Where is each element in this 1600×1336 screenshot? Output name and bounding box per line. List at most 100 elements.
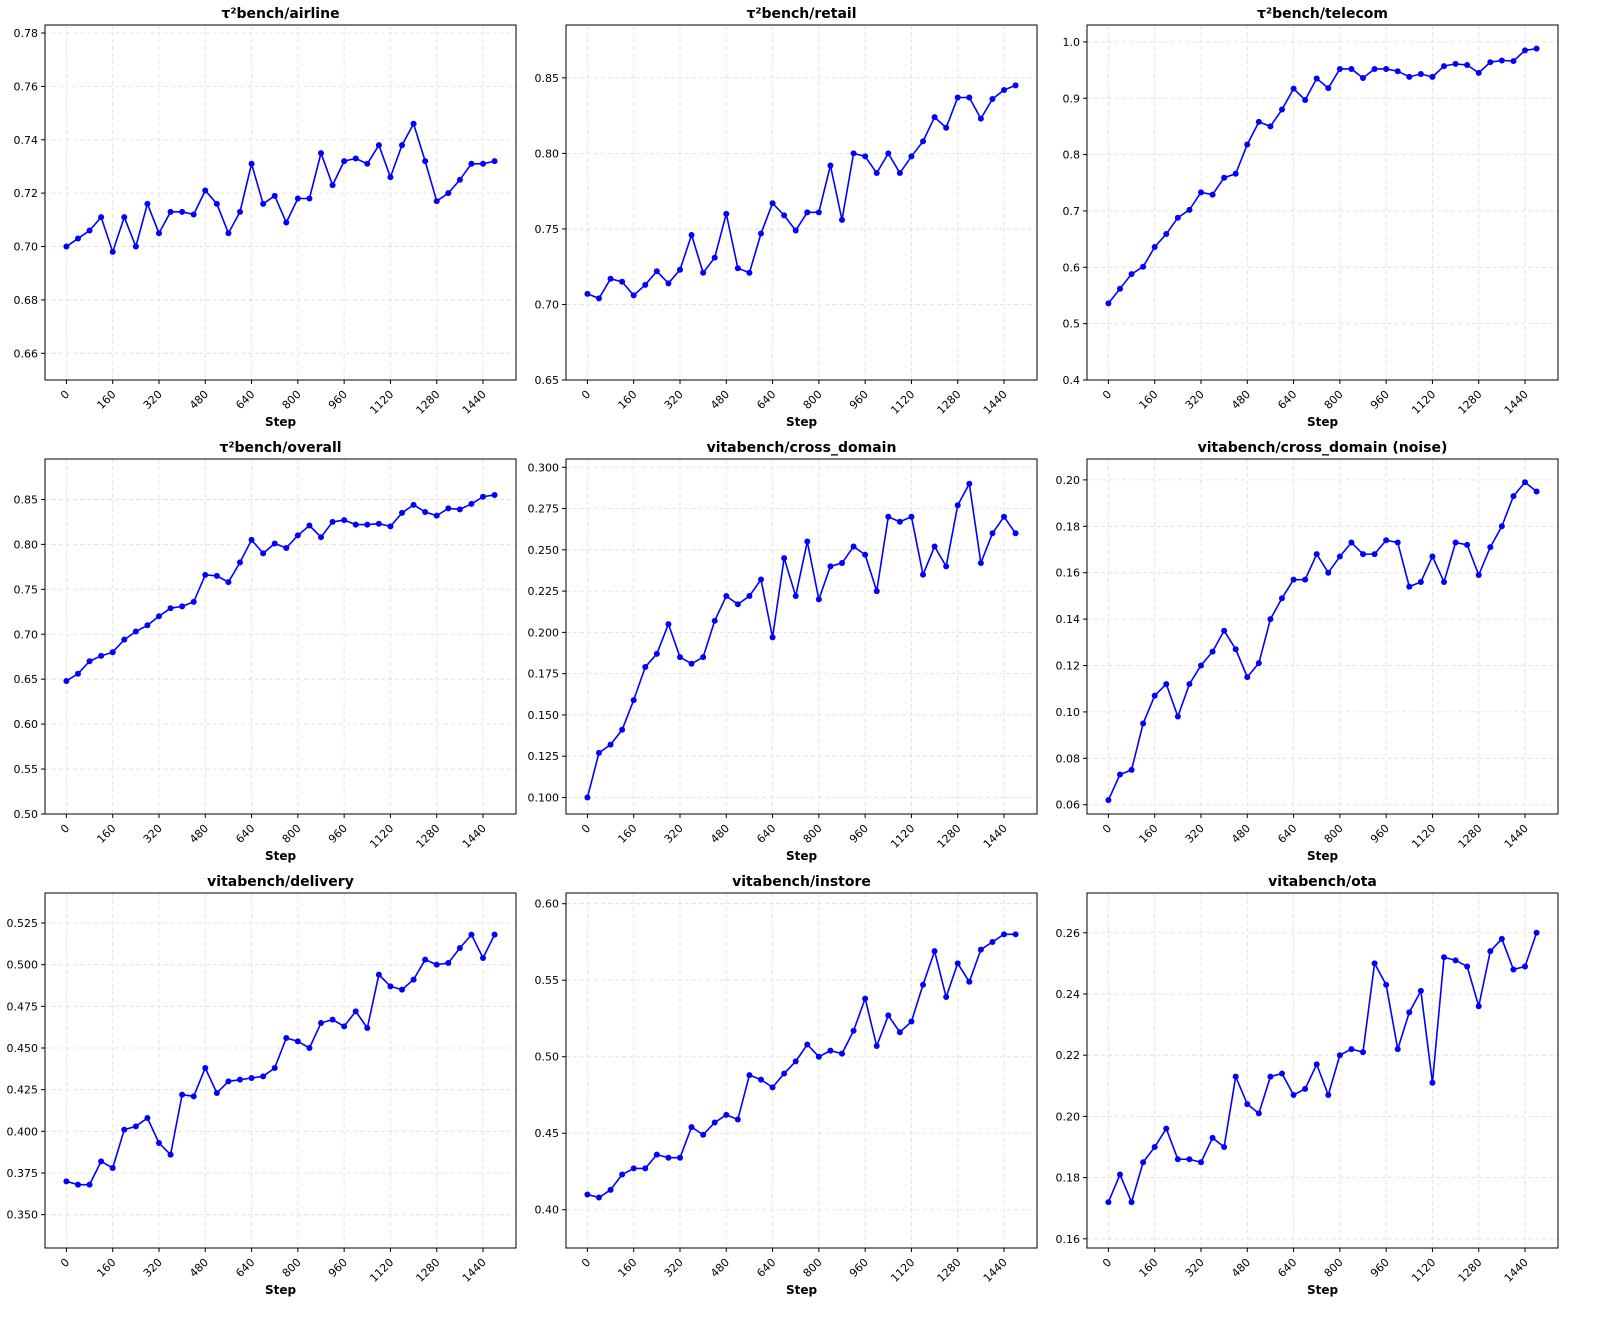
y-tick-label: 0.400 — [7, 1125, 39, 1138]
data-point — [236, 559, 243, 566]
data-point — [491, 491, 498, 498]
x-tick-label: 320 — [1183, 388, 1207, 412]
data-point — [1417, 71, 1424, 78]
data-point — [318, 150, 325, 157]
data-point — [1302, 1085, 1309, 1092]
x-tick-label: 160 — [615, 1256, 639, 1280]
x-tick-label: 480 — [708, 1256, 732, 1280]
y-tick-label: 0.55 — [535, 974, 560, 987]
data-point — [1475, 572, 1482, 579]
data-point — [688, 231, 695, 238]
data-point — [1290, 1091, 1297, 1098]
data-point — [1128, 766, 1135, 773]
x-axis-label: Step — [1307, 415, 1339, 429]
data-point — [352, 1008, 359, 1015]
x-tick-label: 640 — [1275, 1256, 1299, 1280]
x-tick-label: 320 — [1183, 822, 1207, 846]
data-point — [190, 211, 197, 218]
data-point — [665, 621, 672, 628]
x-tick-label: 320 — [141, 822, 165, 846]
data-point — [1522, 47, 1529, 54]
data-point — [1232, 646, 1239, 653]
data-point — [850, 543, 857, 550]
x-tick-label: 640 — [233, 1256, 257, 1280]
data-point — [387, 174, 394, 181]
data-point — [1012, 82, 1019, 89]
x-tick-label: 800 — [1322, 822, 1346, 846]
y-tick-label: 0.24 — [1056, 988, 1081, 1001]
x-tick-label: 960 — [326, 388, 350, 412]
subplot: 0.100 0.125 0.150 0.175 0.200 0.225 0.250 0.275… — [528, 440, 1038, 863]
chart-title: τ²bench/overall — [219, 440, 341, 456]
data-point — [966, 480, 973, 487]
data-point — [271, 540, 278, 547]
data-point — [653, 1151, 660, 1158]
x-tick-label: 640 — [754, 388, 778, 412]
y-tick-label: 1.0 — [1063, 36, 1081, 49]
data-point — [700, 269, 707, 276]
data-point — [781, 212, 788, 219]
y-tick-label: 0.16 — [1056, 1233, 1081, 1246]
data-point — [179, 208, 186, 215]
data-point — [1290, 85, 1297, 92]
data-line — [587, 933, 1016, 1199]
data-point — [179, 603, 186, 610]
data-point — [260, 200, 267, 207]
data-point — [1186, 1156, 1193, 1163]
y-tick-label: 0.125 — [528, 750, 560, 763]
data-point — [167, 605, 174, 612]
x-tick-label: 1120 — [888, 388, 917, 417]
plot-frame — [1086, 24, 1559, 381]
data-point — [1197, 1159, 1204, 1166]
data-point — [410, 120, 417, 127]
data-point — [931, 948, 938, 955]
x-tick-label: 160 — [1136, 1256, 1160, 1280]
data-point — [734, 1116, 741, 1123]
data-point — [827, 1047, 834, 1054]
data-point — [271, 192, 278, 199]
data-point — [260, 1073, 267, 1080]
data-point — [1498, 523, 1505, 530]
data-point — [1510, 493, 1517, 500]
data-point — [757, 230, 764, 237]
data-point — [1452, 539, 1459, 546]
x-tick-label: 1280 — [1456, 388, 1485, 417]
data-point — [827, 162, 834, 169]
x-tick-label: 480 — [187, 1256, 211, 1280]
data-point — [480, 160, 487, 167]
data-point — [306, 522, 313, 529]
y-tick-label: 0.80 — [535, 147, 560, 160]
data-point — [1348, 65, 1355, 72]
data-point — [341, 158, 348, 165]
data-point — [1371, 65, 1378, 72]
y-tick-label: 0.500 — [7, 959, 39, 972]
data-point — [433, 198, 440, 205]
data-point — [375, 520, 382, 527]
data-point — [792, 1058, 799, 1065]
data-point — [1394, 68, 1401, 75]
x-tick-label: 1280 — [414, 1256, 443, 1285]
data-point — [595, 295, 602, 302]
x-axis-label: Step — [786, 415, 818, 429]
data-point — [977, 946, 984, 953]
x-tick-label: 160 — [94, 1256, 118, 1280]
data-point — [943, 563, 950, 570]
y-tick-label: 0.66 — [14, 347, 39, 360]
data-point — [607, 1186, 614, 1193]
data-point — [885, 1012, 892, 1019]
x-tick-label: 1440 — [1502, 822, 1531, 851]
x-tick-label: 0 — [58, 822, 72, 836]
chart-title: τ²bench/airline — [221, 6, 339, 22]
x-tick-label: 0 — [579, 822, 593, 836]
data-point — [1209, 1134, 1216, 1141]
data-point — [908, 1018, 915, 1025]
x-tick-label: 0 — [579, 1256, 593, 1270]
data-line — [586, 481, 1017, 798]
data-point — [954, 960, 961, 967]
data-point — [873, 170, 880, 177]
data-point — [190, 598, 197, 605]
x-tick-label: 960 — [847, 388, 871, 412]
x-tick-label: 800 — [280, 388, 304, 412]
data-point — [1140, 1159, 1147, 1166]
